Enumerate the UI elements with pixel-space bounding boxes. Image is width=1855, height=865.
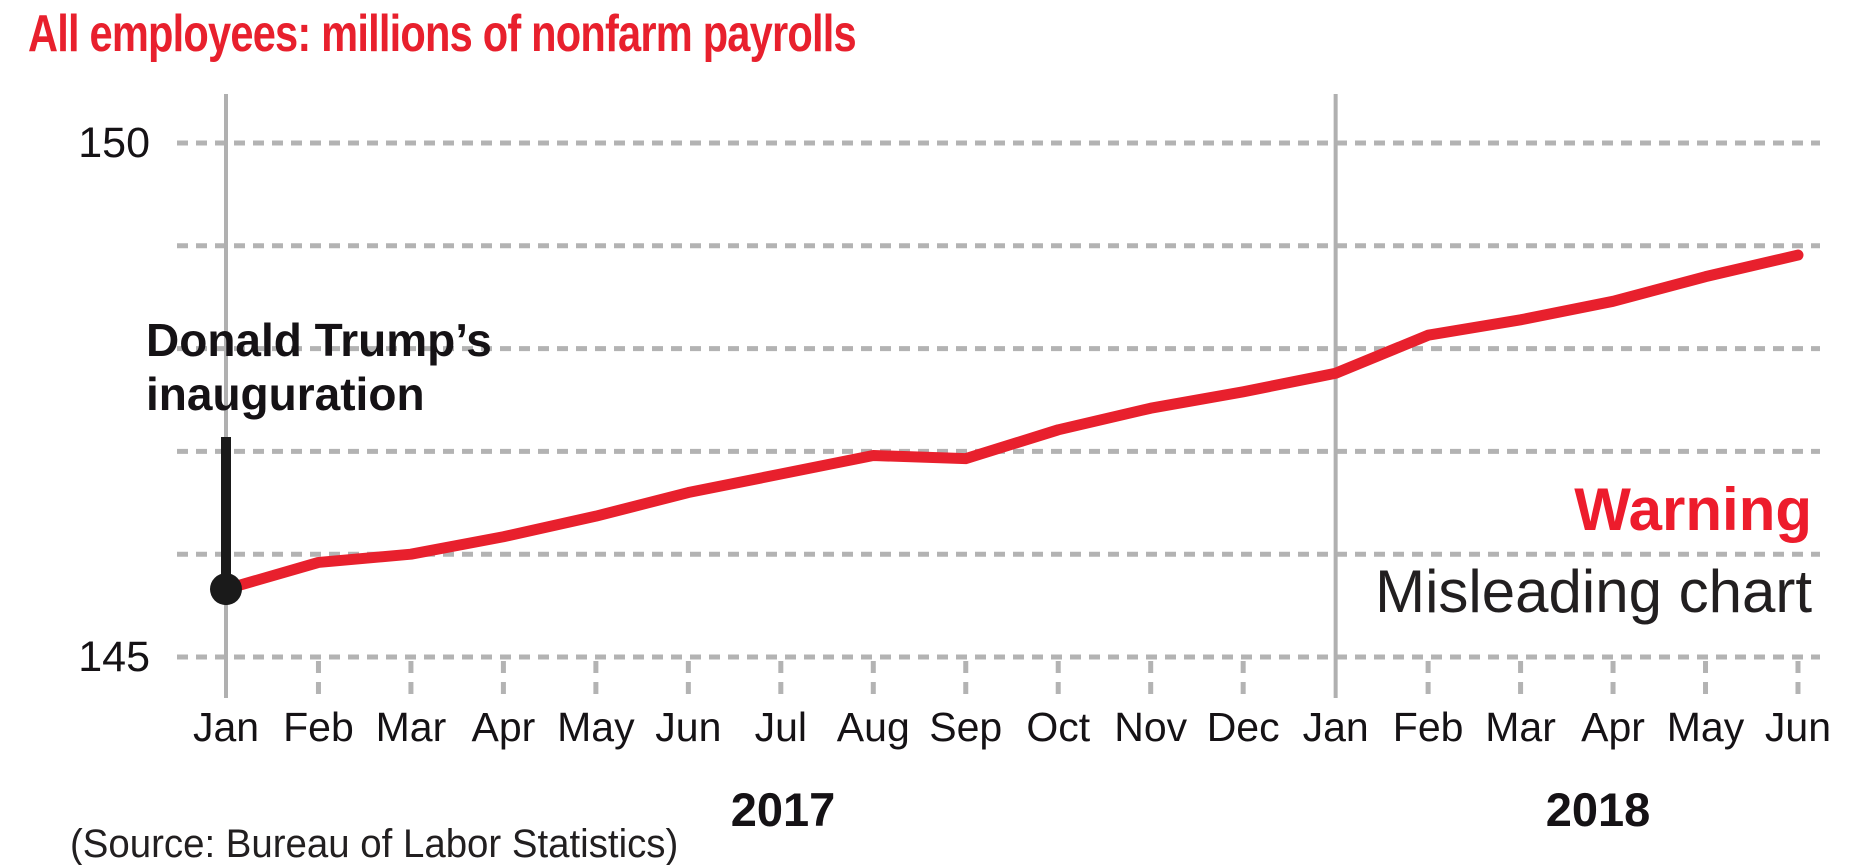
inauguration-point-marker [210,573,242,606]
x-axis-month-label: Apr [471,704,536,750]
x-axis-month-label: Aug [836,704,910,750]
x-axis-month-label: Jan [1302,704,1369,750]
y-tick-label-145: 145 [78,633,150,681]
x-axis-month-label: Jun [1764,704,1832,750]
year-label-2018: 2018 [1545,783,1651,836]
x-axis-month-label: Oct [1026,704,1091,750]
year-label-2017: 2017 [730,783,836,836]
x-axis-month-label: Feb [1392,704,1464,750]
x-axis-month-label: Jul [754,704,808,750]
x-axis-month-label: Apr [1581,704,1645,750]
x-axis-month-label: May [557,704,635,750]
x-axis-month-label: Nov [1114,704,1188,750]
x-axis-month-label: Feb [283,704,354,750]
inauguration-annotation-line1: Donald Trump’s [146,314,492,366]
warning-note: Warning Misleading chart [1375,479,1812,623]
y-tick-label-150: 150 [78,119,150,167]
source-note: (Source: Bureau of Labor Statistics) [70,822,679,865]
x-axis-month-label: Mar [1485,704,1556,750]
payroll-line [220,249,1804,595]
warning-label: Warning [1574,476,1812,543]
inauguration-annotation: Donald Trump’s inauguration [146,313,492,421]
x-axis-month-label: Jan [192,704,260,750]
x-axis-month-label: May [1666,704,1745,750]
x-axis-month-label: Mar [375,704,447,750]
x-axis-month-label: Dec [1206,704,1280,750]
chart-title: All employees: millions of nonfarm payro… [28,5,857,63]
x-axis-month-label: Jun [655,704,722,750]
misleading-chart-label: Misleading chart [1375,558,1812,625]
inauguration-annotation-line2: inauguration [146,368,425,420]
x-axis-month-label: Sep [929,704,1003,750]
